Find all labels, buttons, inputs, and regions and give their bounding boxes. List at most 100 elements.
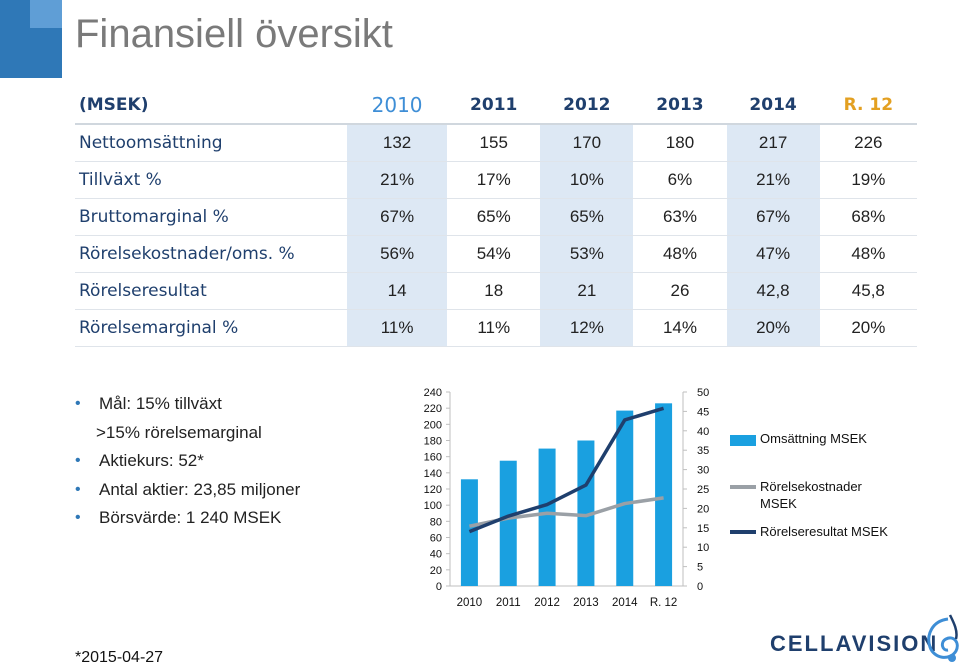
table-cell: 21 (540, 272, 634, 310)
table-cell: 56% (347, 235, 448, 273)
table-cell: 10% (540, 161, 634, 199)
y-right-tick-label: 0 (697, 581, 703, 593)
y-left-tick-label: 140 (424, 468, 442, 480)
bar (655, 403, 673, 586)
row-label: Rörelsemarginal % (75, 309, 347, 347)
table-cell: 65% (540, 198, 634, 236)
y-left-tick-label: 160 (424, 452, 442, 464)
y-left-tick-label: 180 (424, 436, 442, 448)
table-cell: 68% (819, 198, 917, 236)
table-cell: 14 (347, 272, 448, 310)
column-header-2012: 2012 (540, 87, 634, 125)
table-cell: 180 (633, 124, 727, 162)
row-label: Rörelsekostnader/oms. % (75, 235, 347, 273)
table-row: Bruttomarginal % 67% 65% 65% 63% 67% 68% (75, 198, 917, 236)
page-title: Finansiell översikt (75, 12, 393, 56)
y-right-tick-label: 15 (697, 523, 709, 535)
bar (499, 460, 517, 586)
table-cell: 48% (633, 235, 727, 273)
table-header-row: (MSEK) 2010 2011 2012 2013 2014 R. 12 (75, 87, 917, 125)
table-cell: 21% (347, 161, 448, 199)
y-left-tick-label: 120 (424, 484, 442, 496)
bullet-item: Antal aktier: 23,85 miljoner (75, 478, 300, 507)
footnote: *2015-04-27 (75, 649, 164, 666)
table-cell: 132 (347, 124, 448, 162)
bullet-item: Börsvärde: 1 240 MSEK (75, 506, 300, 535)
y-left-tick-label: 80 (430, 516, 442, 528)
table-cell: 18 (447, 272, 541, 310)
row-label: Tillväxt % (75, 161, 347, 199)
column-header-2011: 2011 (447, 87, 541, 125)
table-row: Nettoomsättning 132 155 170 180 217 226 (75, 124, 917, 162)
corner-decoration (0, 0, 62, 78)
table-cell: 19% (819, 161, 917, 199)
table-cell: 53% (540, 235, 634, 273)
y-left-tick-label: 220 (424, 403, 442, 415)
table-cell: 54% (447, 235, 541, 273)
table-cell: 20% (819, 309, 917, 347)
y-right-tick-label: 30 (697, 465, 709, 477)
x-tick-label: R. 12 (650, 597, 678, 609)
bar (460, 479, 478, 586)
x-tick-label: 2014 (612, 597, 638, 609)
table-cell: 170 (540, 124, 634, 162)
legend-item-costs: Rörelsekostnader MSEK (730, 478, 890, 512)
column-header-2013: 2013 (633, 87, 727, 125)
bar (616, 410, 634, 586)
row-label: Rörelseresultat (75, 272, 347, 310)
y-left-tick-label: 240 (424, 387, 442, 399)
y-left-tick-label: 60 (430, 533, 442, 545)
legend-item-ebit: Rörelseresultat MSEK (730, 523, 890, 540)
table-cell: 67% (726, 198, 820, 236)
financial-table: (MSEK) 2010 2011 2012 2013 2014 R. 12 Ne… (75, 87, 917, 347)
bar (538, 448, 556, 586)
table-row: Tillväxt % 21% 17% 10% 6% 21% 19% (75, 161, 917, 199)
row-label: Bruttomarginal % (75, 198, 347, 236)
table-cell: 42,8 (726, 272, 820, 310)
legend-swatch-navy-line (730, 530, 756, 534)
bullet-item: Mål: 15% tillväxt (75, 392, 300, 421)
table-cell: 26 (633, 272, 727, 310)
y-left-tick-label: 40 (430, 549, 442, 561)
x-tick-label: 2011 (496, 597, 521, 609)
y-left-tick-label: 100 (424, 500, 442, 512)
legend-item-revenue: Omsättning MSEK (730, 430, 890, 447)
table-cell: 48% (819, 235, 917, 273)
y-right-tick-label: 25 (697, 484, 709, 496)
y-left-tick-label: 0 (436, 581, 442, 593)
series-line-costs (469, 496, 664, 528)
table-cell: 11% (447, 309, 541, 347)
y-right-tick-label: 50 (697, 387, 709, 399)
x-tick-label: 2012 (534, 597, 560, 609)
table-cell: 6% (633, 161, 727, 199)
table-cell: 14% (633, 309, 727, 347)
x-tick-label: 2013 (573, 597, 599, 609)
table-cell: 226 (819, 124, 917, 162)
table-cell: 21% (726, 161, 820, 199)
bullet-item: >15% rörelsemarginal (96, 422, 262, 442)
table-cell: 12% (540, 309, 634, 347)
y-left-tick-label: 200 (424, 419, 442, 431)
legend-swatch-gray-line (730, 485, 756, 489)
unit-header: (MSEK) (75, 87, 347, 125)
table-cell: 47% (726, 235, 820, 273)
table-row: Rörelseresultat 14 18 21 26 42,8 45,8 (75, 272, 917, 310)
column-header-2014: 2014 (726, 87, 820, 125)
table-cell: 11% (347, 309, 448, 347)
y-right-tick-label: 10 (697, 542, 709, 554)
key-facts-list: Mål: 15% tillväxt>15% rörelsemarginal Akt… (75, 392, 300, 535)
y-right-tick-label: 5 (697, 562, 703, 574)
table-cell: 65% (447, 198, 541, 236)
table-cell: 17% (447, 161, 541, 199)
y-right-tick-label: 35 (697, 445, 709, 457)
bullet-item: Aktiekurs: 52* (75, 449, 300, 478)
logo-wordmark: CELLAVISION (770, 631, 939, 656)
corner-decoration-inner (30, 0, 62, 28)
table-row: Rörelsemarginal % 11% 11% 12% 14% 20% 20% (75, 309, 917, 347)
table-row: Rörelsekostnader/oms. % 56% 54% 53% 48% 47% 48… (75, 235, 917, 273)
table-cell: 45,8 (819, 272, 917, 310)
table-cell: 63% (633, 198, 727, 236)
legend-label: Omsättning MSEK (760, 431, 867, 446)
table-cell: 20% (726, 309, 820, 347)
legend-swatch-bar (730, 435, 756, 446)
